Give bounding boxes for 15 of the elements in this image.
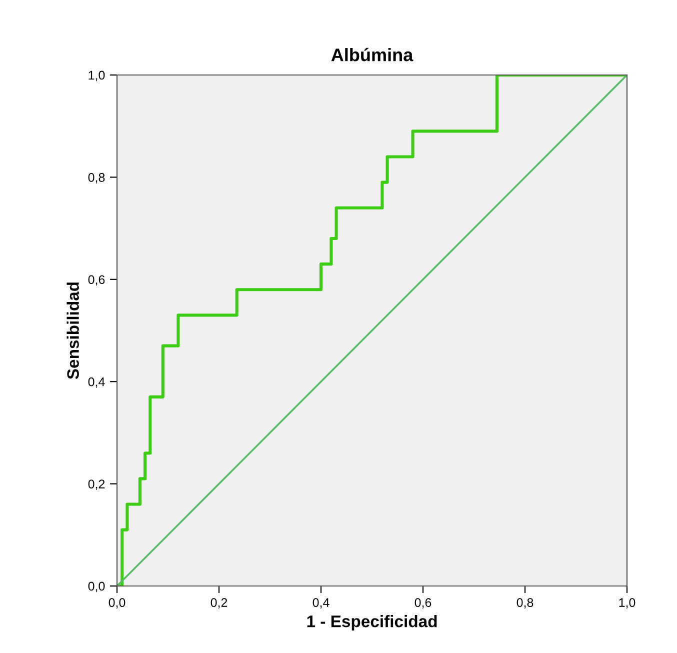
y-tick-label: 0,4	[88, 377, 105, 388]
x-tick-label: 0,8	[516, 598, 534, 608]
x-tick-label: 0,0	[108, 598, 126, 608]
y-tick-label: 1,0	[88, 70, 105, 82]
chart-title: Albúmina	[331, 48, 414, 62]
x-tick-label: 1,0	[619, 598, 636, 608]
x-tick-label: 0,2	[210, 598, 228, 608]
y-tick-label: 0,0	[88, 582, 105, 592]
y-tick-label: 0,8	[88, 173, 105, 184]
x-tick-label: 0,6	[414, 598, 432, 608]
x-axis-title: 1 - Especificidad	[307, 615, 437, 631]
y-tick-label: 0,2	[88, 480, 105, 490]
y-tick-label: 0,6	[88, 275, 105, 286]
y-axis-title: Sensibilidad	[66, 282, 79, 380]
x-tick-label: 0,4	[312, 598, 330, 608]
